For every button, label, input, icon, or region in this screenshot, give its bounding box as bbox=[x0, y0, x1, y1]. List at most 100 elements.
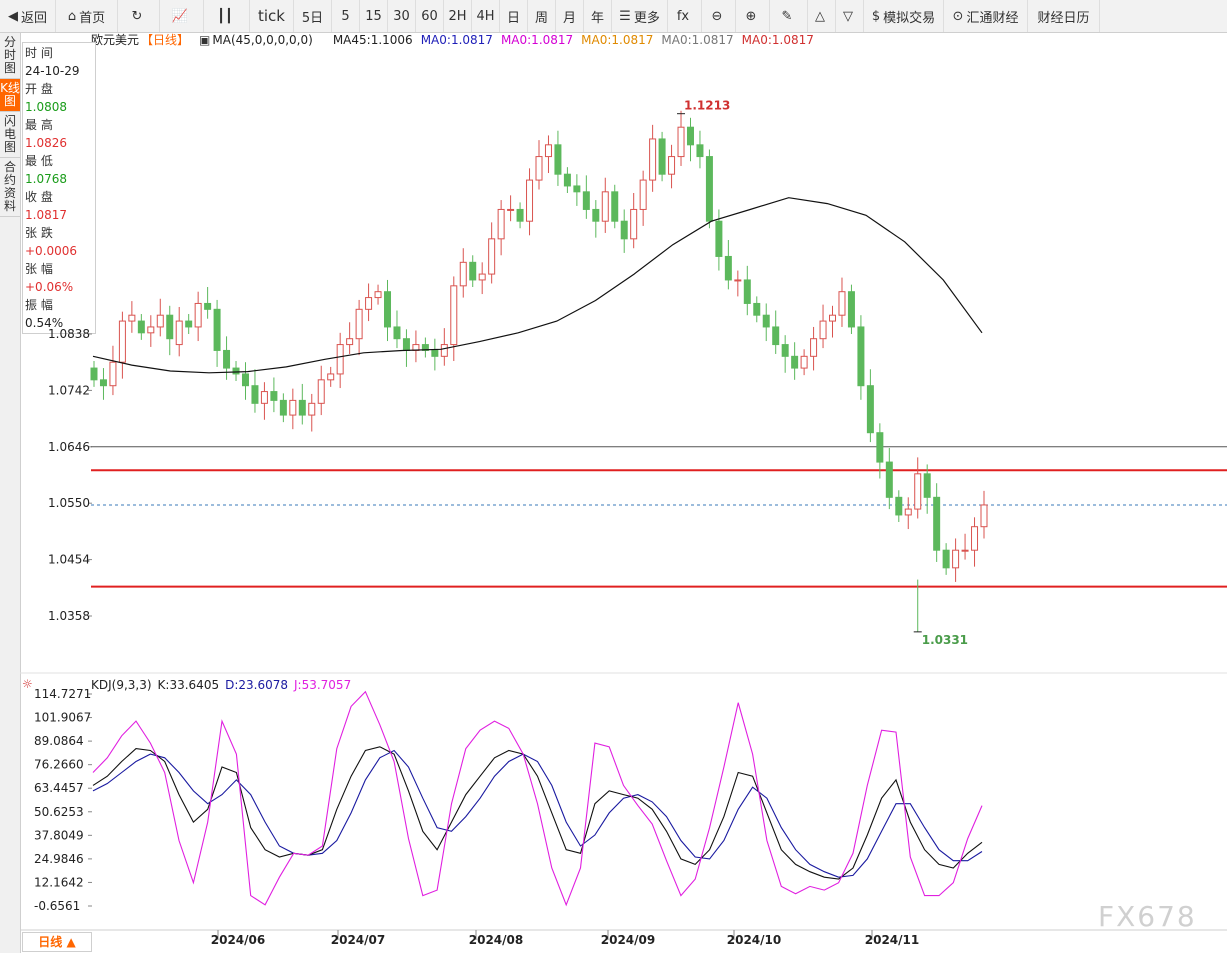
info-label-2: 最 高 bbox=[25, 118, 53, 132]
home-button-label: 首页 bbox=[79, 10, 106, 26]
period-4h[interactable]: 4H bbox=[472, 0, 500, 32]
more-button-label: 更多 bbox=[633, 10, 660, 26]
candle-body bbox=[374, 291, 382, 299]
period-5d-label: 5日 bbox=[301, 10, 324, 26]
candle-body bbox=[317, 379, 325, 404]
candle-body bbox=[166, 314, 174, 340]
ma-value-2: MA0:1.0817 bbox=[500, 32, 574, 47]
price-tick-label-0: 1.0838 bbox=[48, 327, 90, 341]
period-5[interactable]: 5 bbox=[332, 0, 360, 32]
zoom-out-button[interactable]: ⊖ bbox=[702, 0, 736, 32]
candle-body bbox=[478, 273, 486, 281]
candle-body bbox=[658, 138, 666, 175]
calendar-button[interactable]: 财经日历 bbox=[1028, 0, 1100, 32]
huitong-button[interactable]: ⊙ 汇通财经 bbox=[944, 0, 1028, 32]
period-4h-label: 4H bbox=[476, 8, 495, 24]
candle-body bbox=[346, 338, 354, 346]
ma-settings-icon[interactable]: ▣ bbox=[199, 32, 211, 47]
candle-body bbox=[393, 326, 401, 340]
candle-body bbox=[450, 285, 458, 346]
home-button[interactable]: ⌂ 首页 bbox=[56, 0, 118, 32]
period-5d[interactable]: 5日 bbox=[294, 0, 332, 32]
price-tick-label-3: 1.0550 bbox=[48, 496, 90, 510]
sim-trade-button[interactable]: $ 模拟交易 bbox=[864, 0, 944, 32]
period-15-label: 15 bbox=[365, 8, 382, 24]
period-year[interactable]: 年 bbox=[584, 0, 612, 32]
sidebar-tab-3[interactable]: 合约资料 bbox=[0, 158, 20, 217]
candle-body bbox=[516, 208, 524, 222]
info-value-4: 1.0817 bbox=[25, 208, 67, 222]
refresh-button[interactable]: ↻ bbox=[118, 0, 160, 32]
more-button[interactable]: ☰ 更多 bbox=[612, 0, 668, 32]
symbol-label: 欧元美元 bbox=[91, 33, 140, 47]
candle-body bbox=[99, 379, 107, 387]
candle-body bbox=[185, 320, 193, 328]
candle-body bbox=[630, 208, 638, 240]
candle-body bbox=[838, 291, 846, 316]
kdj-tick-label-1: 101.9067 bbox=[34, 711, 91, 725]
chart-type-icon: 📈 bbox=[171, 8, 189, 24]
back-icon: ◀ bbox=[7, 8, 18, 24]
sidebar-tab-2[interactable]: 闪电图 bbox=[0, 112, 20, 158]
up-icon: △ bbox=[815, 8, 825, 24]
sidebar-tab-0[interactable]: 分时图 bbox=[0, 33, 20, 79]
kdj-tick-label-6: 37.8049 bbox=[34, 828, 84, 842]
candle-body bbox=[270, 391, 278, 401]
candle-body bbox=[535, 156, 543, 181]
period-30[interactable]: 30 bbox=[388, 0, 416, 32]
time-tick-label-0: 2024/06 bbox=[211, 933, 265, 947]
watermark: FX678 bbox=[1098, 900, 1197, 933]
period-day[interactable]: 日 bbox=[500, 0, 528, 32]
candle-type-button[interactable]: ┃┃ bbox=[204, 0, 250, 32]
candle-body bbox=[204, 302, 212, 310]
zoom-in-button[interactable]: ⊕ bbox=[736, 0, 770, 32]
candle-body bbox=[696, 144, 704, 158]
period-60[interactable]: 60 bbox=[416, 0, 444, 32]
candle-body bbox=[686, 126, 694, 146]
candle-body bbox=[895, 496, 903, 516]
kdj-tick-label-3: 76.2660 bbox=[34, 758, 84, 772]
candle-body bbox=[857, 326, 865, 387]
candle-body bbox=[715, 220, 723, 257]
candle-body bbox=[421, 344, 429, 351]
kdj-tick-label-2: 89.0864 bbox=[34, 734, 84, 748]
candle-body bbox=[762, 314, 770, 328]
candle-body bbox=[800, 355, 808, 369]
sidebar-tab-1[interactable]: K线图 bbox=[0, 79, 20, 112]
candle-body bbox=[213, 308, 221, 351]
candle-body bbox=[118, 320, 126, 363]
candle-body bbox=[544, 144, 552, 158]
more-icon: ☰ bbox=[619, 8, 631, 24]
ma-value-5: MA0:1.0817 bbox=[741, 32, 814, 47]
back-button[interactable]: ◀ 返回 bbox=[0, 0, 56, 32]
period-selector[interactable]: 日线 ▲ bbox=[22, 932, 92, 952]
down-button[interactable]: ▽ bbox=[836, 0, 864, 32]
ma45-line bbox=[92, 197, 983, 374]
period-year-label: 年 bbox=[590, 10, 604, 26]
candle-body bbox=[260, 391, 268, 404]
ma-value-0: MA45:1.1006 bbox=[332, 32, 413, 47]
period-tick[interactable]: tick bbox=[250, 0, 294, 32]
period-week[interactable]: 周 bbox=[528, 0, 556, 32]
kdj-settings-icon: ☼ bbox=[22, 677, 33, 691]
period-5-label: 5 bbox=[341, 8, 350, 24]
candle-body bbox=[914, 473, 922, 510]
info-value-7: 0.54% bbox=[25, 316, 64, 330]
candle-body bbox=[734, 279, 742, 282]
up-button[interactable]: △ bbox=[808, 0, 836, 32]
candle-body bbox=[402, 338, 410, 351]
info-label-1: 开 盘 bbox=[25, 82, 53, 96]
period-month[interactable]: 月 bbox=[556, 0, 584, 32]
period-15[interactable]: 15 bbox=[360, 0, 388, 32]
calendar-button-label: 财经日历 bbox=[1037, 10, 1090, 26]
formula-button[interactable]: fx bbox=[668, 0, 702, 32]
period-2h[interactable]: 2H bbox=[444, 0, 472, 32]
candle-body bbox=[279, 399, 287, 416]
candle-body bbox=[876, 432, 884, 463]
chart-type-button[interactable]: 📈 bbox=[160, 0, 204, 32]
period-label: 【日线】 bbox=[141, 33, 190, 47]
kdj-tick-label-9: -0.6561 bbox=[34, 899, 80, 913]
candle-body bbox=[829, 314, 837, 322]
draw-button[interactable]: ✎ bbox=[770, 0, 808, 32]
